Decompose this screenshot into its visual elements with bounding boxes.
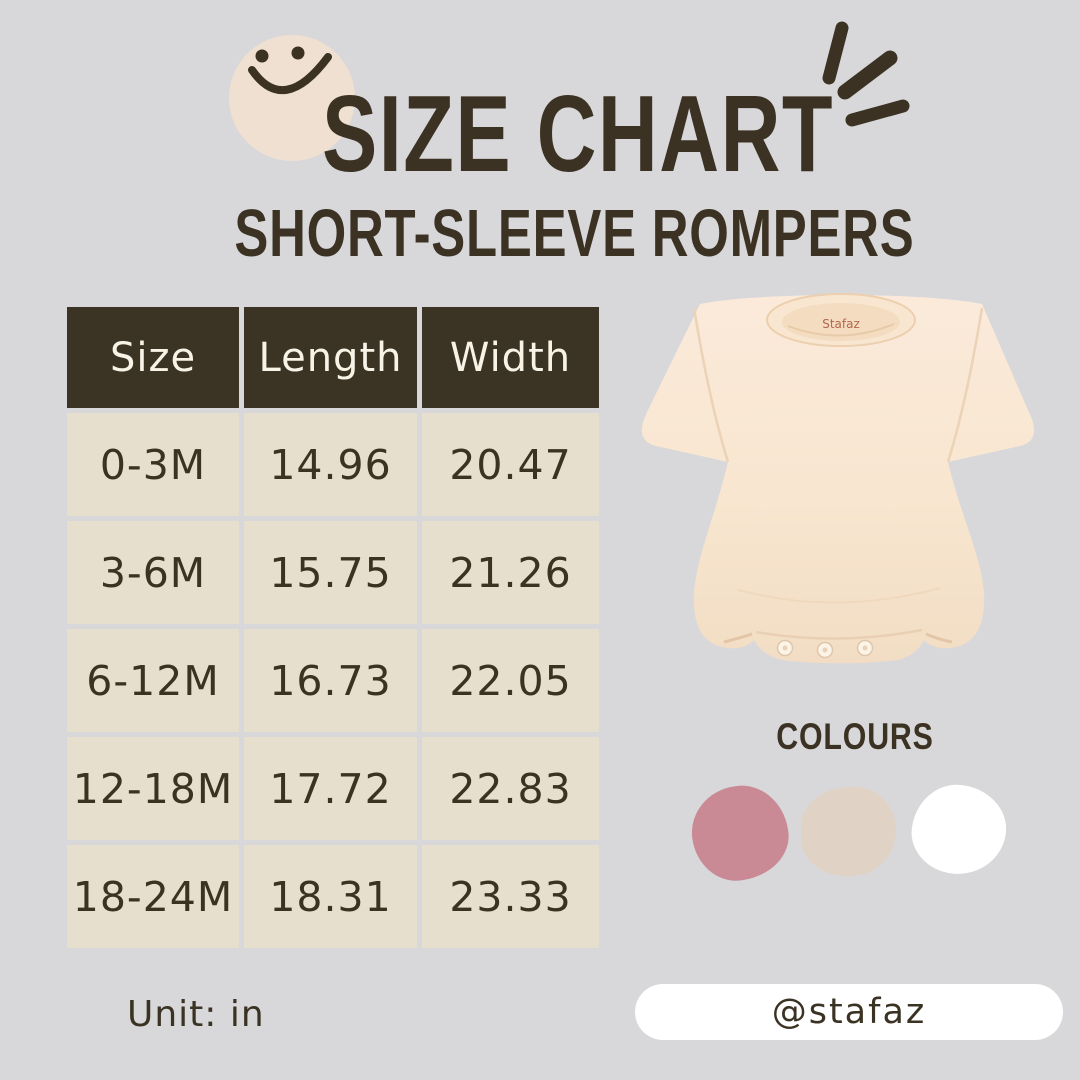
table-row: 18-24M 18.31 23.33 — [67, 845, 599, 948]
page-subtitle: SHORT-SLEEVE ROMPERS — [0, 200, 1080, 267]
table-cell: 22.83 — [422, 737, 599, 840]
column-header-length: Length — [244, 307, 417, 408]
table-cell: 16.73 — [244, 629, 417, 732]
size-table-header-row: Size Length Width — [67, 307, 599, 408]
table-cell: 20.47 — [422, 413, 599, 516]
table-cell: 6-12M — [67, 629, 239, 732]
colours-label-text: COLOURS — [776, 716, 934, 757]
table-row: 12-18M 17.72 22.83 — [67, 737, 599, 840]
table-row: 3-6M 15.75 21.26 — [67, 521, 599, 624]
sparkle-accent-icon — [822, 21, 910, 127]
colour-swatch-white — [907, 780, 1011, 879]
romper-body — [641, 295, 1035, 664]
colour-swatch-dusty-pink — [685, 779, 795, 887]
size-table: Size Length Width 0-3M 14.96 20.47 3-6M 15.7… — [67, 307, 599, 948]
table-cell: 18.31 — [244, 845, 417, 948]
romper-product-image: Stafaz — [641, 293, 1035, 664]
brand-neck-tag: Stafaz — [822, 317, 860, 331]
social-handle-text: @stafaz — [771, 992, 927, 1032]
table-cell: 23.33 — [422, 845, 599, 948]
page-subtitle-text: SHORT-SLEEVE ROMPERS — [233, 196, 915, 271]
table-cell: 22.05 — [422, 629, 599, 732]
unit-label: Unit: in — [127, 994, 265, 1035]
table-row: 0-3M 14.96 20.47 — [67, 413, 599, 516]
table-cell: 0-3M — [67, 413, 239, 516]
table-cell: 3-6M — [67, 521, 239, 624]
table-row: 6-12M 16.73 22.05 — [67, 629, 599, 732]
page-title: SIZE CHART — [0, 78, 1080, 190]
column-header-width: Width — [422, 307, 599, 408]
table-cell: 15.75 — [244, 521, 417, 624]
colour-swatch-cream-beige — [801, 787, 896, 876]
table-cell: 18-24M — [67, 845, 239, 948]
smiley-face-icon — [229, 35, 355, 161]
table-cell: 12-18M — [67, 737, 239, 840]
size-table-body: 0-3M 14.96 20.47 3-6M 15.75 21.26 6-12M 16.73 22… — [67, 413, 599, 948]
page-title-text: SIZE CHART — [321, 72, 835, 195]
column-header-size: Size — [67, 307, 239, 408]
colours-section-title: COLOURS — [750, 718, 960, 755]
table-cell: 14.96 — [244, 413, 417, 516]
table-cell: 17.72 — [244, 737, 417, 840]
crotch-snaps — [776, 639, 874, 659]
table-cell: 21.26 — [422, 521, 599, 624]
social-handle-pill: @stafaz — [635, 984, 1063, 1040]
